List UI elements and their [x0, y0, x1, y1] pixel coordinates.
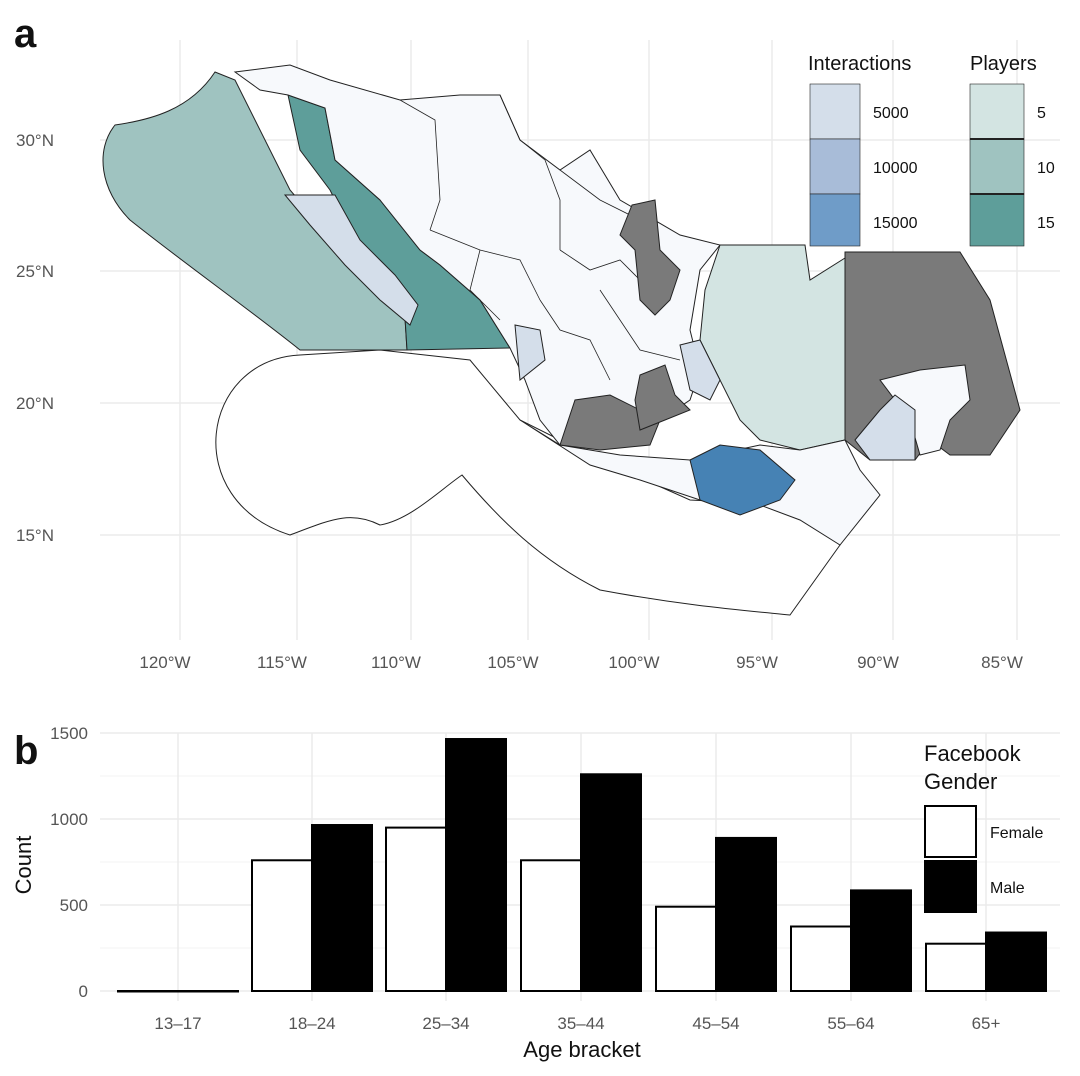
bar-female-13–17	[117, 990, 179, 993]
region-campeche	[854, 394, 916, 461]
map-lon-tick: 105°W	[487, 653, 538, 672]
legend-interactions: Interactions 5000 10000 15000	[808, 53, 918, 247]
legend-interactions-label-2: 10000	[873, 160, 918, 177]
eez-region	[215, 349, 841, 616]
map-lon-tick: 115°W	[257, 653, 307, 672]
bar-x-tick: 13–17	[154, 1014, 201, 1033]
map-lon-tick: 120°W	[139, 653, 190, 672]
bar-male-35–44	[580, 773, 642, 992]
map-axis-ticks: 120°W 115°W 110°W 105°W 100°W 95°W 90°W 85°W 30°…	[16, 131, 1023, 672]
legend-players-label-2: 10	[1037, 160, 1055, 177]
bar-x-tick: 55–64	[827, 1014, 874, 1033]
region-no-data-1	[619, 199, 681, 316]
legend-players: Players 5 10 15	[969, 53, 1055, 247]
bar-y-tick: 1500	[50, 724, 88, 743]
legend-players-label-3: 15	[1037, 215, 1055, 232]
legend-players-title: Players	[970, 53, 1037, 75]
bar-x-tick: 45–54	[692, 1014, 739, 1033]
bar-female-55–64	[790, 925, 852, 992]
bar-male-13–17	[177, 990, 239, 993]
region-pacific-baja	[102, 71, 408, 351]
map-lon-tick: 85°W	[981, 653, 1023, 672]
bar-female-18–24	[251, 859, 313, 992]
bar-female-25–34	[385, 826, 447, 992]
x-axis-title: Age bracket	[523, 1037, 640, 1062]
bar-male-65+	[985, 931, 1047, 993]
bar-male-18–24	[311, 824, 373, 992]
legend-title-line-1: Facebook	[924, 741, 1022, 766]
map-lon-tick: 100°W	[608, 653, 659, 672]
map-lon-tick: 110°W	[371, 653, 421, 672]
bar-female-45–54	[655, 905, 717, 992]
map-lat-tick: 20°N	[16, 394, 54, 413]
legend-interactions-swatch-1	[809, 83, 861, 140]
legend-players-swatch-1	[969, 83, 1025, 140]
bar-marks	[117, 738, 1047, 993]
bar-chart: 0 500 1000 1500 13–17 18–24 25–34 35–44 45–54 55…	[11, 724, 1060, 1062]
legend-interactions-swatch-2	[809, 138, 861, 195]
legend-male-swatch	[924, 860, 977, 913]
legend-female-swatch	[924, 805, 977, 858]
bar-male-25–34	[445, 738, 507, 992]
state-borders	[399, 94, 681, 381]
map-lon-tick: 95°W	[736, 653, 778, 672]
legend-interactions-label-1: 5000	[873, 105, 909, 122]
bar-x-tick: 25–34	[422, 1014, 469, 1033]
region-baja-sur	[283, 194, 419, 326]
bar-y-tick: 500	[60, 896, 88, 915]
legend-title-line-2: Gender	[924, 769, 997, 794]
panel-label-a: a	[14, 12, 37, 56]
legend-players-swatch-2	[969, 138, 1025, 195]
y-axis-title: Count	[11, 836, 36, 895]
bar-x-tick: 18–24	[288, 1014, 335, 1033]
panel-label-b: b	[14, 729, 39, 773]
map-lat-tick: 30°N	[16, 131, 54, 150]
bar-x-tick: 35–44	[557, 1014, 604, 1033]
legend-female-label: Female	[990, 825, 1043, 842]
map-lat-tick: 15°N	[16, 526, 54, 545]
legend-male-label: Male	[990, 880, 1025, 897]
legend-players-label-1: 5	[1037, 105, 1046, 122]
bar-x-tick: 65+	[972, 1014, 1001, 1033]
region-no-data-4	[634, 364, 691, 431]
bar-male-55–64	[850, 889, 912, 993]
bar-y-ticks: 0 500 1000 1500	[50, 724, 88, 1001]
region-oaxaca	[689, 444, 796, 516]
bar-y-tick: 1000	[50, 810, 88, 829]
map-panel: Interactions 5000 10000 15000 Players 5 …	[16, 40, 1060, 672]
legend-interactions-title: Interactions	[808, 53, 911, 75]
legend-interactions-label-3: 15000	[873, 215, 918, 232]
bar-female-35–44	[520, 859, 582, 992]
bar-y-tick: 0	[79, 982, 88, 1001]
map-lon-tick: 90°W	[857, 653, 899, 672]
legend-interactions-swatch-3	[809, 193, 861, 247]
region-veracruz-small	[514, 324, 546, 381]
region-gulf-mexico	[699, 244, 846, 451]
bar-female-65+	[925, 942, 987, 992]
legend-players-swatch-3	[969, 193, 1025, 247]
bar-male-45–54	[715, 836, 777, 992]
bar-legend: Facebook Gender Female Male	[924, 741, 1043, 913]
region-central-light	[679, 339, 721, 401]
bar-x-ticks: 13–17 18–24 25–34 35–44 45–54 55–64 65+	[154, 1014, 1000, 1033]
map-lat-tick: 25°N	[16, 262, 54, 281]
